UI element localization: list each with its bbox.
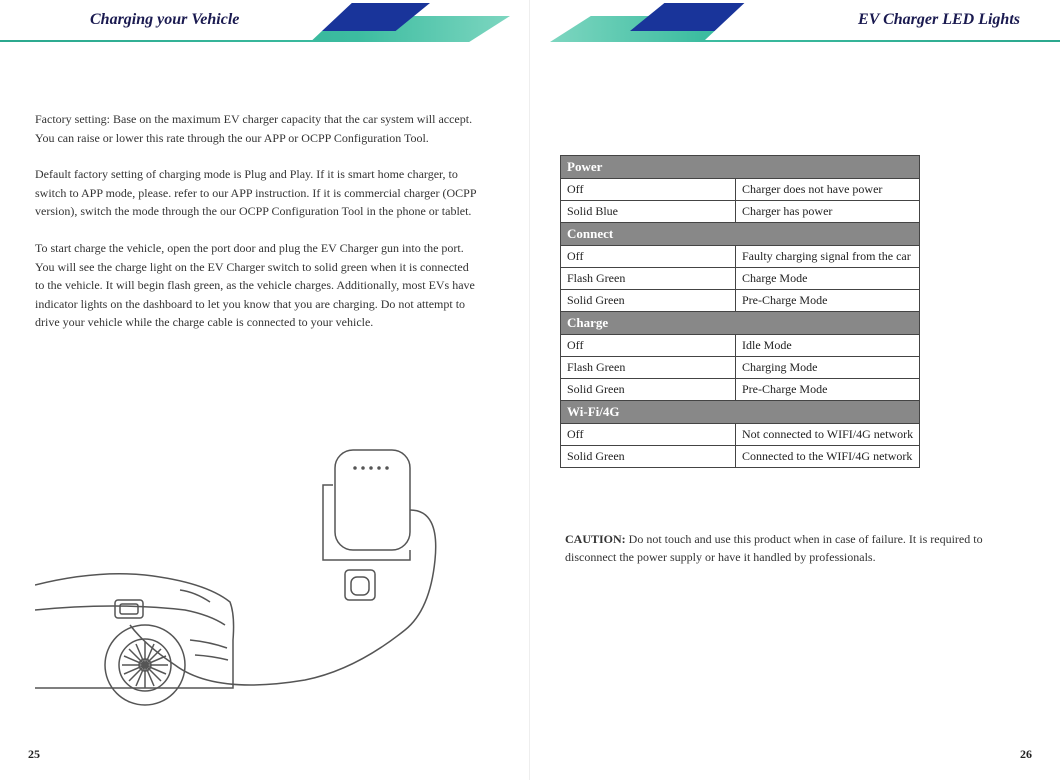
- right-page-title: EV Charger LED Lights: [858, 11, 1020, 29]
- right-page: EV Charger LED Lights PowerOffCharger do…: [530, 0, 1060, 780]
- led-state-cell: Solid Green: [561, 446, 736, 468]
- table-row: Flash GreenCharging Mode: [561, 357, 920, 379]
- table-section-header: Charge: [561, 312, 920, 335]
- led-state-cell: Solid Blue: [561, 201, 736, 223]
- right-header: EV Charger LED Lights: [530, 0, 1060, 42]
- paragraph-3: To start charge the vehicle, open the po…: [35, 239, 479, 332]
- led-state-cell: Off: [561, 335, 736, 357]
- led-state-cell: Off: [561, 424, 736, 446]
- led-meaning-cell: Faulty charging signal from the car: [736, 246, 920, 268]
- table-row: OffIdle Mode: [561, 335, 920, 357]
- table-row: Solid GreenPre-Charge Mode: [561, 290, 920, 312]
- led-meaning-cell: Charger does not have power: [736, 179, 920, 201]
- header-white-banner: EV Charger LED Lights: [705, 0, 1060, 40]
- table-row: OffNot connected to WIFI/4G network: [561, 424, 920, 446]
- led-meaning-cell: Pre-Charge Mode: [736, 290, 920, 312]
- header-white-banner: Charging your Vehicle: [0, 0, 355, 40]
- table-row: Flash GreenCharge Mode: [561, 268, 920, 290]
- led-status-table: PowerOffCharger does not have powerSolid…: [560, 155, 920, 468]
- led-state-cell: Solid Green: [561, 290, 736, 312]
- led-state-cell: Off: [561, 179, 736, 201]
- led-meaning-cell: Pre-Charge Mode: [736, 379, 920, 401]
- led-meaning-cell: Idle Mode: [736, 335, 920, 357]
- led-meaning-cell: Charge Mode: [736, 268, 920, 290]
- led-meaning-cell: Charging Mode: [736, 357, 920, 379]
- table-row: OffCharger does not have power: [561, 179, 920, 201]
- table-row: Solid BlueCharger has power: [561, 201, 920, 223]
- left-body-text: Factory setting: Base on the maximum EV …: [35, 110, 479, 350]
- led-meaning-cell: Charger has power: [736, 201, 920, 223]
- table-section-header: Connect: [561, 223, 920, 246]
- table-section-name: Charge: [561, 312, 920, 335]
- left-page-title: Charging your Vehicle: [90, 11, 239, 29]
- left-page: Charging your Vehicle Factory setting: B…: [0, 0, 530, 780]
- table-section-header: Wi-Fi/4G: [561, 401, 920, 424]
- table-section-header: Power: [561, 156, 920, 179]
- ev-charging-illustration: [35, 430, 475, 710]
- led-state-cell: Solid Green: [561, 379, 736, 401]
- table-row: OffFaulty charging signal from the car: [561, 246, 920, 268]
- table-row: Solid GreenConnected to the WIFI/4G netw…: [561, 446, 920, 468]
- caution-label: CAUTION:: [565, 532, 626, 546]
- led-state-cell: Flash Green: [561, 268, 736, 290]
- led-state-cell: Off: [561, 246, 736, 268]
- table-row: Solid GreenPre-Charge Mode: [561, 379, 920, 401]
- table-section-name: Wi-Fi/4G: [561, 401, 920, 424]
- led-meaning-cell: Not connected to WIFI/4G network: [736, 424, 920, 446]
- paragraph-1: Factory setting: Base on the maximum EV …: [35, 110, 479, 147]
- led-meaning-cell: Connected to the WIFI/4G network: [736, 446, 920, 468]
- table-section-name: Connect: [561, 223, 920, 246]
- left-page-number: 25: [28, 747, 40, 762]
- caution-text: Do not touch and use this product when i…: [565, 532, 983, 564]
- left-header: Charging your Vehicle: [0, 0, 529, 42]
- caution-notice: CAUTION: Do not touch and use this produ…: [565, 530, 1025, 566]
- right-page-number: 26: [1020, 747, 1032, 762]
- paragraph-2: Default factory setting of charging mode…: [35, 165, 479, 221]
- table-section-name: Power: [561, 156, 920, 179]
- led-state-cell: Flash Green: [561, 357, 736, 379]
